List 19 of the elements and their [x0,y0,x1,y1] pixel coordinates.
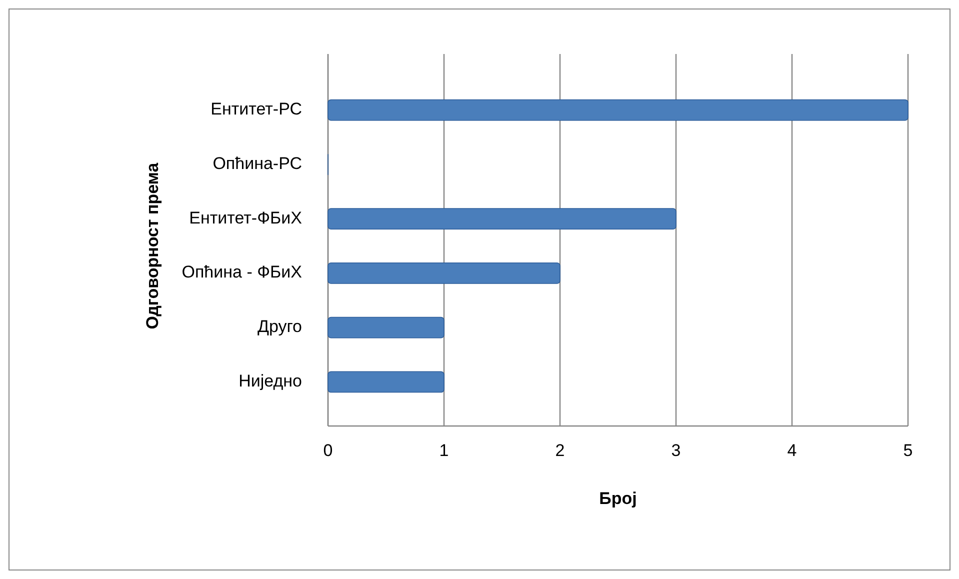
x-tick-label: 3 [671,441,681,460]
x-tick-label: 2 [555,441,565,460]
y-tick-label: Друго [257,317,302,336]
y-axis-title: Одговорност према [143,162,162,330]
y-tick-label: Ентитет-РС [210,100,302,119]
bar [328,316,444,338]
x-axis-title: Број [599,489,637,508]
x-tick-label: 4 [787,441,797,460]
bar [328,99,908,121]
bar [328,208,676,230]
y-tick-label: Ниједно [238,371,302,390]
x-tick-label: 1 [439,441,449,460]
y-tick-label: Опћина-РС [212,154,302,173]
x-tick-label: 5 [903,441,913,460]
bar [328,371,444,393]
y-tick-label: Опћина - ФБиХ [182,262,302,282]
y-tick-label: Ентитет-ФБиХ [189,208,302,228]
bar [328,262,560,284]
x-tick-label: 0 [323,441,333,460]
